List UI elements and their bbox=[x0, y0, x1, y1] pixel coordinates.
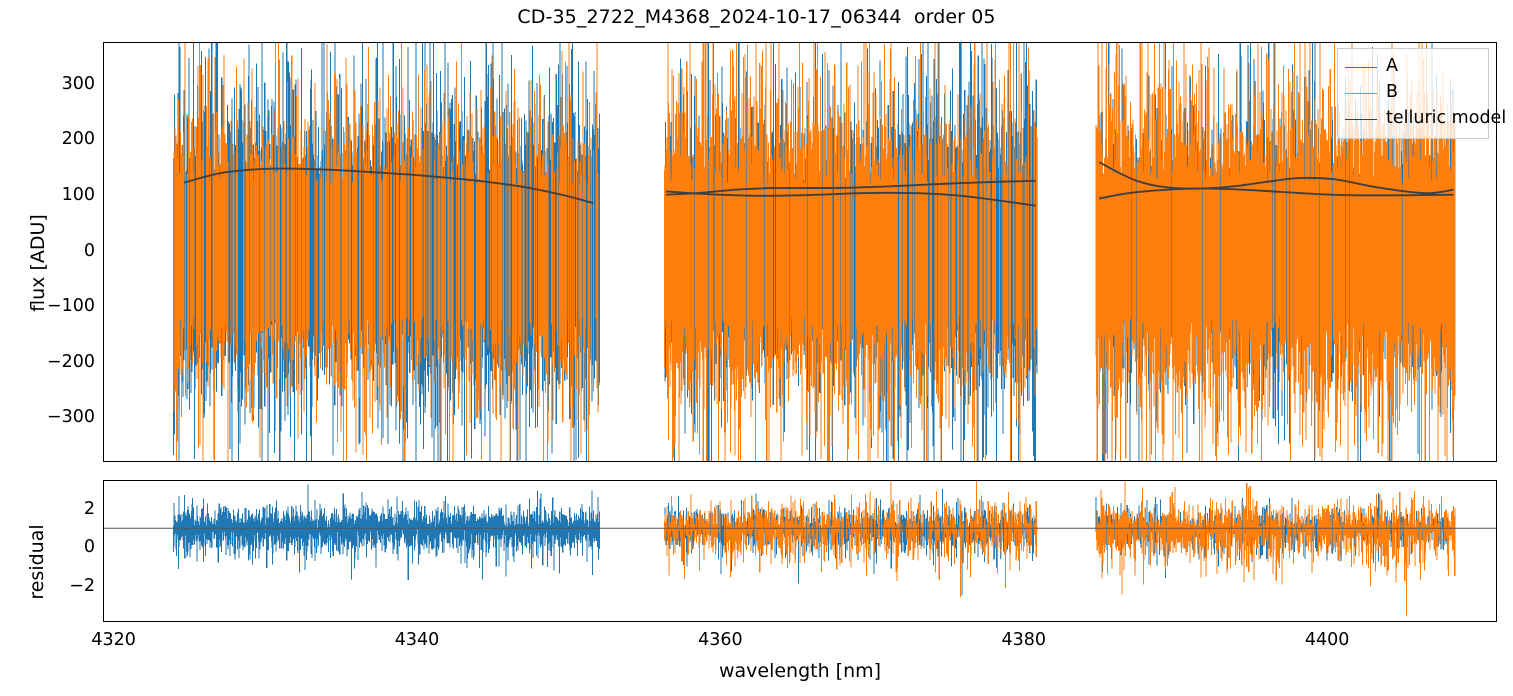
x-tick-label: 4380 bbox=[1001, 630, 1047, 650]
y-tick-label: −2 bbox=[69, 575, 95, 596]
y-tick-label: −200 bbox=[46, 351, 95, 372]
residual-spectrum-canvas bbox=[104, 481, 1496, 616]
x-tick-mark bbox=[114, 621, 116, 622]
telluric-model-curve bbox=[1098, 161, 1454, 195]
y-tick-mark bbox=[103, 84, 104, 86]
y-tick-label: 100 bbox=[61, 184, 95, 205]
legend-entry-telluric-model: telluric model bbox=[1345, 106, 1506, 132]
x-tick-mark bbox=[721, 42, 723, 43]
x-tick-mark bbox=[417, 621, 419, 622]
x-tick-mark bbox=[1327, 42, 1329, 43]
flux-spectrum-canvas bbox=[173, 43, 1456, 461]
legend-swatch-b bbox=[1345, 92, 1377, 94]
y-tick-mark bbox=[103, 418, 104, 420]
x-tick-labels: 4320 4340 4360 4380 4400 bbox=[91, 630, 1497, 654]
x-tick-mark bbox=[721, 621, 723, 622]
legend-entry-b: B bbox=[1345, 80, 1481, 106]
y-tick-mark bbox=[103, 306, 104, 308]
x-tick-mark bbox=[1327, 621, 1329, 622]
y-tick-label: 2 bbox=[83, 498, 95, 519]
y-tick-label: 0 bbox=[83, 240, 95, 261]
x-tick-label: 4340 bbox=[394, 630, 440, 650]
x-tick-mark bbox=[417, 42, 419, 43]
x-tick-mark bbox=[1024, 42, 1026, 43]
legend-swatch-telluric-model bbox=[1345, 118, 1377, 120]
flux-plot-area bbox=[103, 42, 1497, 462]
y-tick-mark bbox=[103, 140, 104, 142]
legend: A B telluric model bbox=[1337, 48, 1506, 139]
legend-label-a: A bbox=[1386, 56, 1398, 77]
x-tick-mark bbox=[114, 42, 116, 43]
x-axis-title: wavelength [nm] bbox=[718, 660, 882, 682]
legend-label-telluric-model: telluric model bbox=[1386, 108, 1507, 129]
y-tick-label: 200 bbox=[61, 129, 95, 150]
y-tick-mark bbox=[103, 362, 104, 364]
telluric-model-curve bbox=[665, 179, 1036, 196]
legend-swatch-a bbox=[1345, 66, 1377, 68]
legend-entry-a: A bbox=[1345, 54, 1481, 80]
y-tick-mark bbox=[103, 547, 104, 549]
x-tick-label: 4400 bbox=[1304, 630, 1350, 650]
y-tick-label: −100 bbox=[46, 296, 95, 317]
residual-y-tick-labels: 2 0 −2 bbox=[0, 480, 95, 622]
y-tick-mark bbox=[103, 509, 104, 511]
telluric-model-curve bbox=[665, 190, 1036, 207]
residual-plot-area bbox=[103, 480, 1497, 622]
x-tick-label: 4320 bbox=[91, 630, 136, 650]
y-tick-label: 300 bbox=[61, 73, 95, 94]
main-y-tick-labels: 300 200 100 0 −100 −200 −300 bbox=[0, 42, 95, 462]
y-tick-mark bbox=[103, 586, 104, 588]
x-tick-label: 4360 bbox=[698, 630, 743, 650]
telluric-model-curve bbox=[1099, 187, 1454, 200]
legend-label-b: B bbox=[1386, 82, 1399, 103]
y-tick-mark bbox=[103, 251, 104, 253]
telluric-model-curve bbox=[184, 167, 594, 204]
y-tick-mark bbox=[103, 195, 104, 197]
y-tick-label: −300 bbox=[46, 407, 95, 428]
figure-title: CD-35_2722_M4368_2024-10-17_06344 order … bbox=[517, 6, 996, 28]
y-tick-label: 0 bbox=[83, 537, 95, 558]
x-tick-mark bbox=[1024, 621, 1026, 622]
